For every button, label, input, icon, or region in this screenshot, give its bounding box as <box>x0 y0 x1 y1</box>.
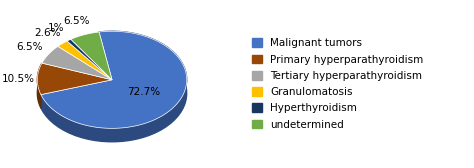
Text: 10.5%: 10.5% <box>2 74 35 83</box>
Polygon shape <box>37 63 42 108</box>
Polygon shape <box>71 32 112 80</box>
Text: 6.5%: 6.5% <box>16 41 43 52</box>
Text: 6.5%: 6.5% <box>63 16 89 26</box>
Text: 72.7%: 72.7% <box>128 87 161 97</box>
Legend: Malignant tumors, Primary hyperparathyroidism, Tertiary hyperparathyroidism, Gra: Malignant tumors, Primary hyperparathyro… <box>252 38 424 130</box>
Polygon shape <box>41 31 187 128</box>
Text: 1%: 1% <box>48 23 64 33</box>
Polygon shape <box>42 46 112 80</box>
Polygon shape <box>58 41 112 80</box>
Polygon shape <box>37 63 112 95</box>
Text: 2.6%: 2.6% <box>34 28 61 38</box>
Polygon shape <box>41 31 187 142</box>
Polygon shape <box>67 39 112 80</box>
